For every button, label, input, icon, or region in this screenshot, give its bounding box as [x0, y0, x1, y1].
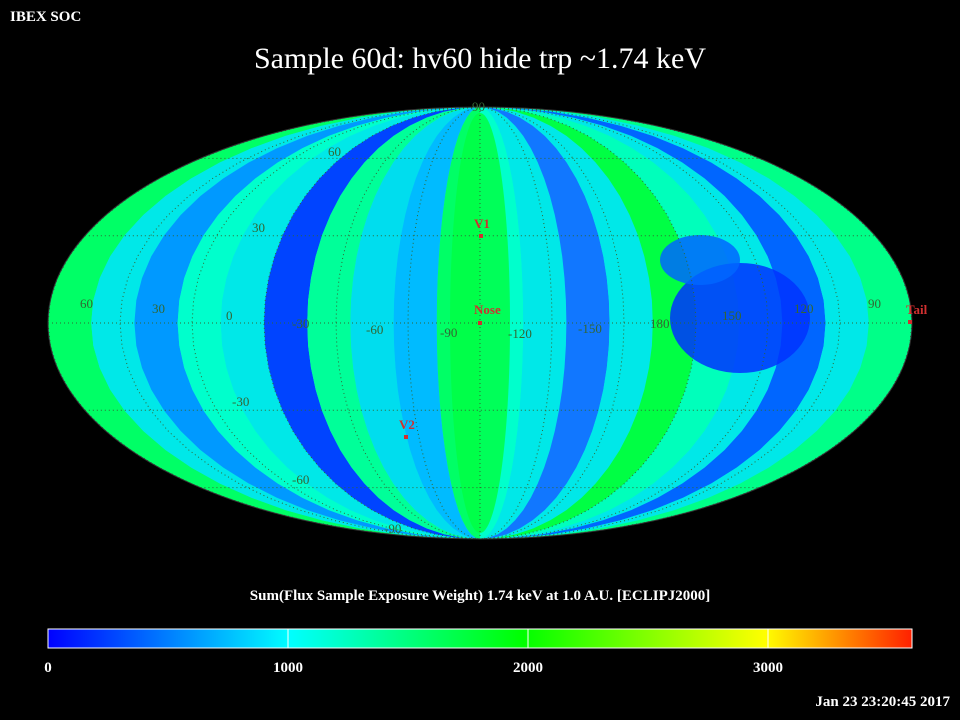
- longitude-label: -150: [578, 321, 602, 336]
- meridian-stripe: [480, 107, 696, 539]
- meridian-stripe: [480, 107, 567, 539]
- marker-label: Nose: [474, 302, 501, 317]
- meridian-stripe: [480, 107, 783, 539]
- longitude-labels: 60 30 0 -30 -60 -90 -120 -150 180 150 120 90: [80, 296, 881, 341]
- marker-dot: [479, 234, 483, 238]
- latitude-label: -30: [232, 394, 249, 409]
- flux-region: [660, 235, 740, 285]
- longitude-label: 60: [80, 296, 93, 311]
- colorbar-title: Sum(Flux Sample Exposure Weight) 1.74 ke…: [249, 588, 711, 604]
- longitude-label: -90: [440, 325, 457, 340]
- marker-dot: [404, 435, 408, 439]
- meridian-stripe: [350, 107, 480, 539]
- longitude-label: -60: [366, 322, 383, 337]
- latitude-label: 90: [472, 99, 485, 114]
- colorbar-tick-label: 1000: [273, 660, 303, 676]
- latitude-label: 30: [252, 220, 265, 235]
- marker-dot: [908, 320, 912, 324]
- longitude-label: 120: [794, 301, 814, 316]
- longitude-label: -120: [508, 326, 532, 341]
- colorbar: [47, 628, 913, 649]
- longitude-label: 30: [152, 301, 165, 316]
- longitude-label: 150: [722, 308, 742, 323]
- meridian-stripe: [177, 107, 480, 539]
- meridian-stripe: [480, 107, 653, 539]
- colorbar-ticks: [47, 629, 769, 648]
- marker-label: Tail: [906, 302, 928, 317]
- meridian-stripe: [264, 107, 480, 539]
- marker-label: V1: [474, 216, 490, 231]
- meridian-line: [407, 107, 481, 539]
- latitude-label: -90: [384, 521, 401, 536]
- marker-label: V2: [399, 417, 415, 432]
- map-title: Sample 60d: hv60 hide trp ~1.74 keV: [253, 42, 706, 75]
- colorbar-tick-label: 3000: [753, 660, 783, 676]
- meridian-line: [479, 107, 553, 539]
- latitude-labels: 90 60 30 -30 -60 -90: [232, 99, 485, 536]
- latitude-label: -60: [292, 472, 309, 487]
- longitude-label: 90: [868, 296, 881, 311]
- colorbar-tick-label: 0: [44, 660, 52, 676]
- org-label: IBEX SOC: [10, 9, 82, 25]
- longitude-label: -30: [292, 316, 309, 331]
- latitude-label: 60: [328, 144, 341, 159]
- meridian-stripe: [480, 107, 610, 539]
- markers: V1 Nose V2 Tail: [399, 216, 928, 439]
- meridian-stripe: [480, 107, 740, 539]
- longitude-label: 0: [226, 308, 233, 323]
- colorbar-tick-label: 2000: [513, 660, 543, 676]
- longitude-label: 180: [650, 316, 670, 331]
- flux-region: [670, 263, 810, 373]
- marker-dot: [478, 321, 482, 325]
- timestamp: Jan 23 23:20:45 2017: [815, 694, 950, 710]
- meridian-stripe: [307, 107, 480, 539]
- meridian-stripe: [220, 107, 481, 539]
